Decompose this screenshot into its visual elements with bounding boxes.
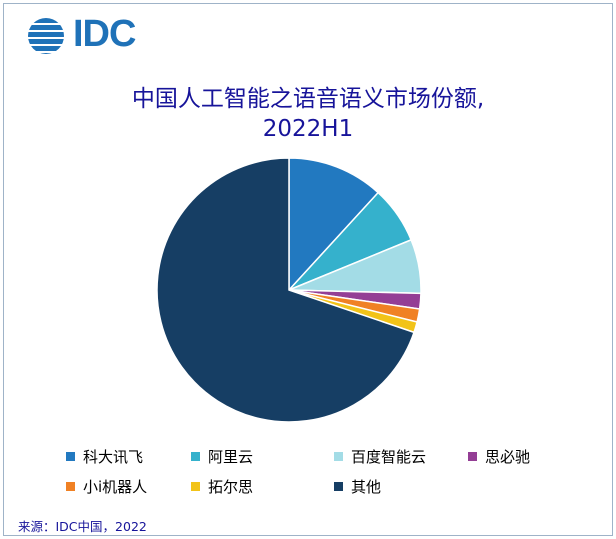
chart-title-line1: 中国人工智能之语音语义市场份额,: [131, 86, 485, 112]
logo-text: IDC: [73, 13, 136, 55]
chart-title-line2: 2022H1: [262, 116, 354, 142]
idc-logo: IDC: [26, 13, 156, 56]
legend-label: 思必驰: [485, 447, 531, 466]
legend-swatch: [66, 481, 75, 491]
pie-slice-6: [156, 157, 415, 423]
legend-item-4: 小i机器人: [66, 475, 147, 497]
source-note: 来源：IDC中国，2022: [18, 519, 147, 534]
chart-frame: IDC 中国人工智能之语音语义市场份额, 2022H1 科大讯飞 阿里云 百度智能云…: [3, 3, 613, 536]
globe-icon: [28, 18, 64, 54]
legend-label: 百度智能云: [351, 447, 427, 466]
pie-chart: [156, 157, 422, 423]
legend-label: 阿里云: [208, 447, 254, 466]
legend-swatch: [334, 451, 343, 461]
legend-item-5: 拓尔思: [191, 475, 253, 497]
legend-swatch: [191, 451, 200, 461]
legend-label: 科大讯飞: [83, 447, 144, 466]
legend-item-0: 科大讯飞: [66, 445, 143, 467]
legend-item-3: 思必驰: [468, 445, 530, 467]
legend-label: 小i机器人: [83, 477, 148, 496]
legend-swatch: [191, 481, 200, 491]
legend-label: 拓尔思: [208, 477, 254, 496]
legend-item-6: 其他: [334, 475, 381, 497]
legend-item-1: 阿里云: [191, 445, 253, 467]
legend-swatch: [334, 481, 343, 491]
legend-label: 其他: [351, 477, 382, 496]
pie-slice-0: [288, 157, 380, 292]
legend-item-2: 百度智能云: [334, 445, 426, 467]
legend-swatch: [66, 451, 75, 461]
legend-swatch: [468, 451, 477, 461]
